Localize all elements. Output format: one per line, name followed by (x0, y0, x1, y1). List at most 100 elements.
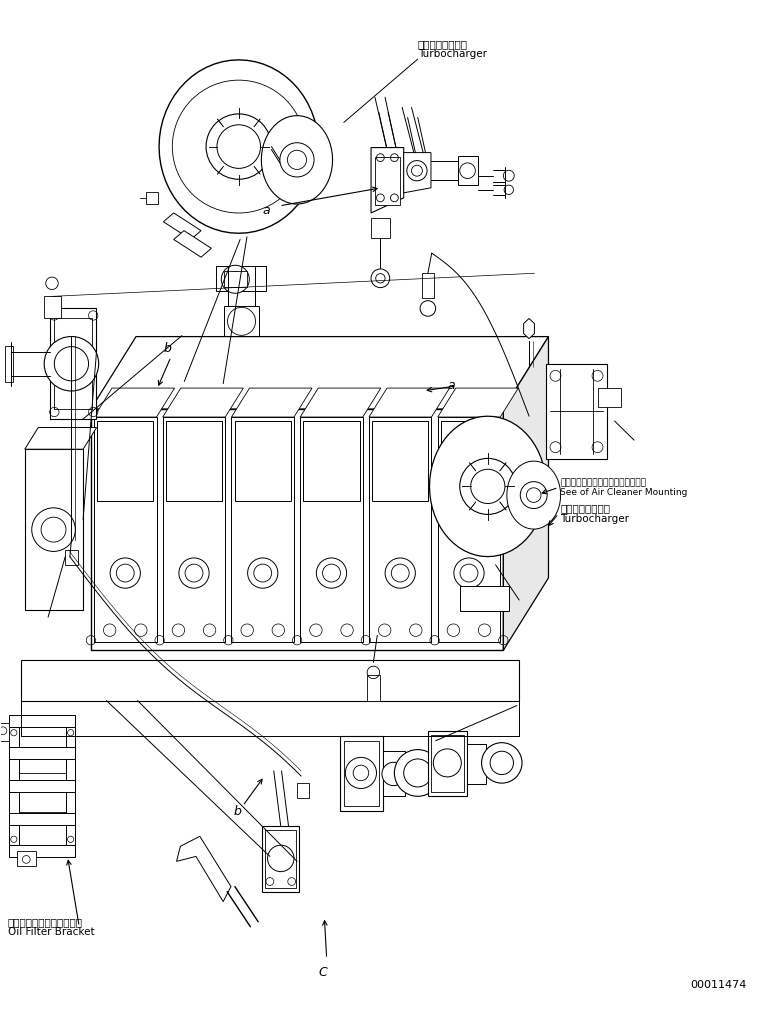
Polygon shape (371, 147, 404, 213)
Text: b: b (234, 804, 241, 817)
Polygon shape (428, 731, 467, 796)
Text: 00011474: 00011474 (690, 980, 747, 990)
Bar (431, 735, 464, 792)
Text: See of Air Cleaner Mounting: See of Air Cleaner Mounting (560, 488, 687, 497)
Polygon shape (173, 231, 212, 257)
Polygon shape (94, 388, 175, 417)
Text: ターボチャージャ: ターボチャージャ (418, 39, 468, 49)
Bar (9, 812, 75, 824)
Bar (9, 714, 75, 726)
Polygon shape (21, 660, 519, 700)
Polygon shape (460, 586, 509, 611)
Circle shape (520, 481, 547, 509)
Bar (9, 780, 75, 792)
Polygon shape (162, 417, 225, 643)
Bar (371, 218, 390, 238)
Polygon shape (25, 449, 83, 610)
Polygon shape (223, 307, 259, 336)
Polygon shape (507, 461, 561, 529)
Polygon shape (523, 319, 534, 339)
Polygon shape (94, 417, 156, 643)
Polygon shape (262, 116, 333, 204)
Circle shape (316, 558, 347, 588)
Polygon shape (458, 155, 478, 185)
Bar (297, 783, 308, 798)
Circle shape (460, 458, 515, 515)
Polygon shape (503, 337, 548, 650)
Circle shape (454, 558, 484, 588)
Polygon shape (437, 417, 500, 643)
Polygon shape (231, 417, 294, 643)
Circle shape (433, 749, 462, 777)
Bar (9, 846, 75, 858)
Bar (0, 722, 9, 741)
Text: Oil Filter Bracket: Oil Filter Bracket (8, 927, 95, 936)
Text: Turbocharger: Turbocharger (418, 49, 487, 60)
Circle shape (460, 458, 515, 515)
Bar (55, 319, 91, 409)
Bar (467, 744, 487, 784)
Circle shape (460, 162, 476, 179)
Circle shape (420, 301, 436, 316)
Polygon shape (340, 736, 383, 811)
Polygon shape (303, 421, 359, 500)
Polygon shape (163, 213, 201, 239)
Circle shape (385, 558, 415, 588)
Circle shape (206, 114, 272, 180)
Bar (66, 720, 75, 852)
Polygon shape (91, 337, 548, 409)
Text: Turbocharger: Turbocharger (560, 514, 629, 524)
Polygon shape (162, 388, 244, 417)
Polygon shape (166, 421, 222, 500)
Polygon shape (404, 152, 431, 193)
Circle shape (371, 269, 390, 288)
Polygon shape (25, 428, 97, 449)
Circle shape (179, 558, 209, 588)
Polygon shape (546, 363, 607, 459)
Text: オイルフィルタブラケット: オイルフィルタブラケット (8, 917, 83, 926)
Polygon shape (231, 388, 312, 417)
Polygon shape (440, 421, 497, 500)
Text: a: a (448, 379, 455, 393)
Text: エアークリーナマウンティング参照: エアークリーナマウンティング参照 (560, 478, 646, 487)
Polygon shape (369, 388, 450, 417)
Bar (344, 741, 379, 806)
Polygon shape (597, 387, 621, 407)
Bar (5, 346, 13, 381)
Polygon shape (91, 679, 517, 700)
Circle shape (206, 114, 272, 180)
Bar (383, 751, 405, 796)
Polygon shape (234, 421, 291, 500)
Polygon shape (50, 309, 96, 419)
Polygon shape (372, 421, 428, 500)
Polygon shape (91, 409, 503, 650)
Bar (422, 273, 434, 299)
Circle shape (407, 160, 427, 181)
Bar (223, 271, 247, 288)
Circle shape (432, 431, 544, 543)
Circle shape (482, 743, 522, 783)
Bar (17, 852, 37, 867)
Polygon shape (262, 826, 299, 892)
Polygon shape (430, 416, 546, 557)
Bar (9, 748, 75, 760)
Polygon shape (437, 388, 519, 417)
Text: b: b (163, 342, 171, 355)
Bar (367, 675, 380, 700)
Polygon shape (97, 421, 153, 500)
Polygon shape (300, 417, 362, 643)
Circle shape (110, 558, 141, 588)
Circle shape (32, 508, 75, 552)
Text: ターボチャージャ: ターボチャージャ (560, 503, 610, 514)
Bar (266, 830, 296, 888)
Polygon shape (216, 266, 266, 292)
Circle shape (268, 846, 294, 872)
Circle shape (280, 142, 314, 177)
Circle shape (508, 470, 559, 521)
Bar (146, 192, 158, 204)
Bar (45, 297, 62, 319)
Circle shape (345, 758, 376, 788)
Polygon shape (177, 836, 231, 902)
Circle shape (520, 481, 547, 509)
Circle shape (280, 142, 314, 177)
